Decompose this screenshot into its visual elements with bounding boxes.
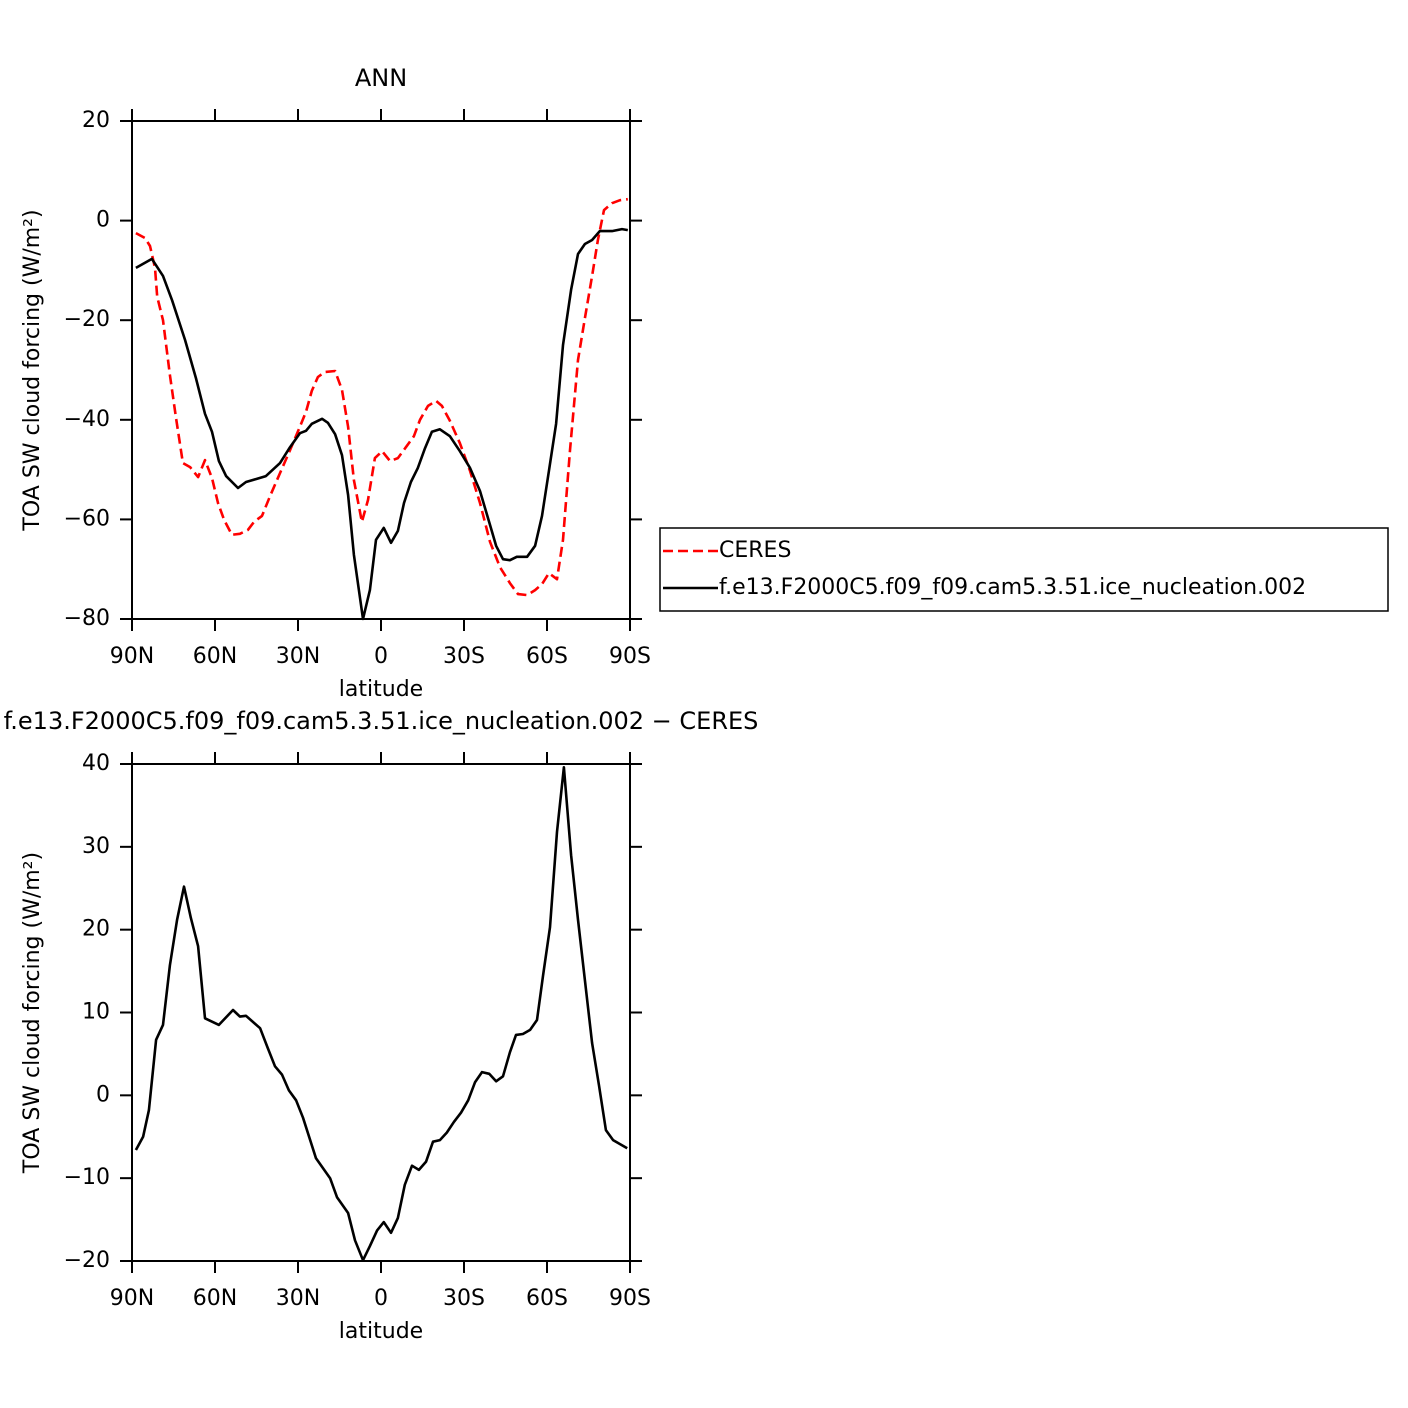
legend-box — [659, 527, 1389, 612]
y-tick-label: −20 — [64, 307, 110, 332]
x-tick-label: 60S — [526, 644, 568, 669]
x-tick-label: 0 — [374, 644, 388, 669]
x-tick-label: 90N — [110, 644, 154, 669]
y-tick-label: 0 — [96, 1082, 110, 1107]
x-tick-label: 90S — [609, 644, 651, 669]
legend-label: f.e13.F2000C5.f09_f09.cam5.3.51.ice_nucl… — [719, 575, 1306, 600]
x-axis-label: latitude — [339, 677, 423, 702]
plot-frame — [131, 120, 631, 620]
x-tick-label: 30N — [276, 1286, 320, 1311]
plot-frame — [131, 763, 631, 1262]
x-tick-label: 30N — [276, 644, 320, 669]
x-axis-label: latitude — [339, 1319, 423, 1344]
x-tick-label: 0 — [374, 1286, 388, 1311]
y-tick-label: 30 — [82, 834, 110, 859]
y-tick-label: 0 — [96, 208, 110, 233]
x-tick-label: 60N — [193, 1286, 237, 1311]
y-tick-label: −60 — [64, 506, 110, 531]
y-tick-label: −40 — [64, 407, 110, 432]
y-tick-label: −10 — [64, 1165, 110, 1190]
x-tick-label: 90S — [609, 1286, 651, 1311]
legend-label: CERES — [719, 538, 791, 563]
y-tick-label: 20 — [82, 108, 110, 133]
x-tick-label: 60N — [193, 644, 237, 669]
y-tick-label: 40 — [82, 751, 110, 776]
chart-title: ANN — [355, 64, 407, 92]
y-tick-label: 20 — [82, 917, 110, 942]
data-line — [134, 766, 628, 1262]
y-tick-label: −80 — [64, 606, 110, 631]
y-tick-label: 10 — [82, 1000, 110, 1025]
x-tick-label: 60S — [526, 1286, 568, 1311]
x-tick-label: 30S — [443, 1286, 485, 1311]
data-line — [135, 227, 629, 621]
x-tick-label: 30S — [443, 644, 485, 669]
y-tick-label: −20 — [64, 1248, 110, 1273]
data-line — [135, 197, 628, 597]
y-axis-label: TOA SW cloud forcing (W/m²) — [20, 209, 45, 531]
y-axis-label: TOA SW cloud forcing (W/m²) — [20, 852, 45, 1174]
x-tick-label: 90N — [110, 1286, 154, 1311]
chart-title: f.e13.F2000C5.f09_f09.cam5.3.51.ice_nucl… — [4, 707, 759, 735]
